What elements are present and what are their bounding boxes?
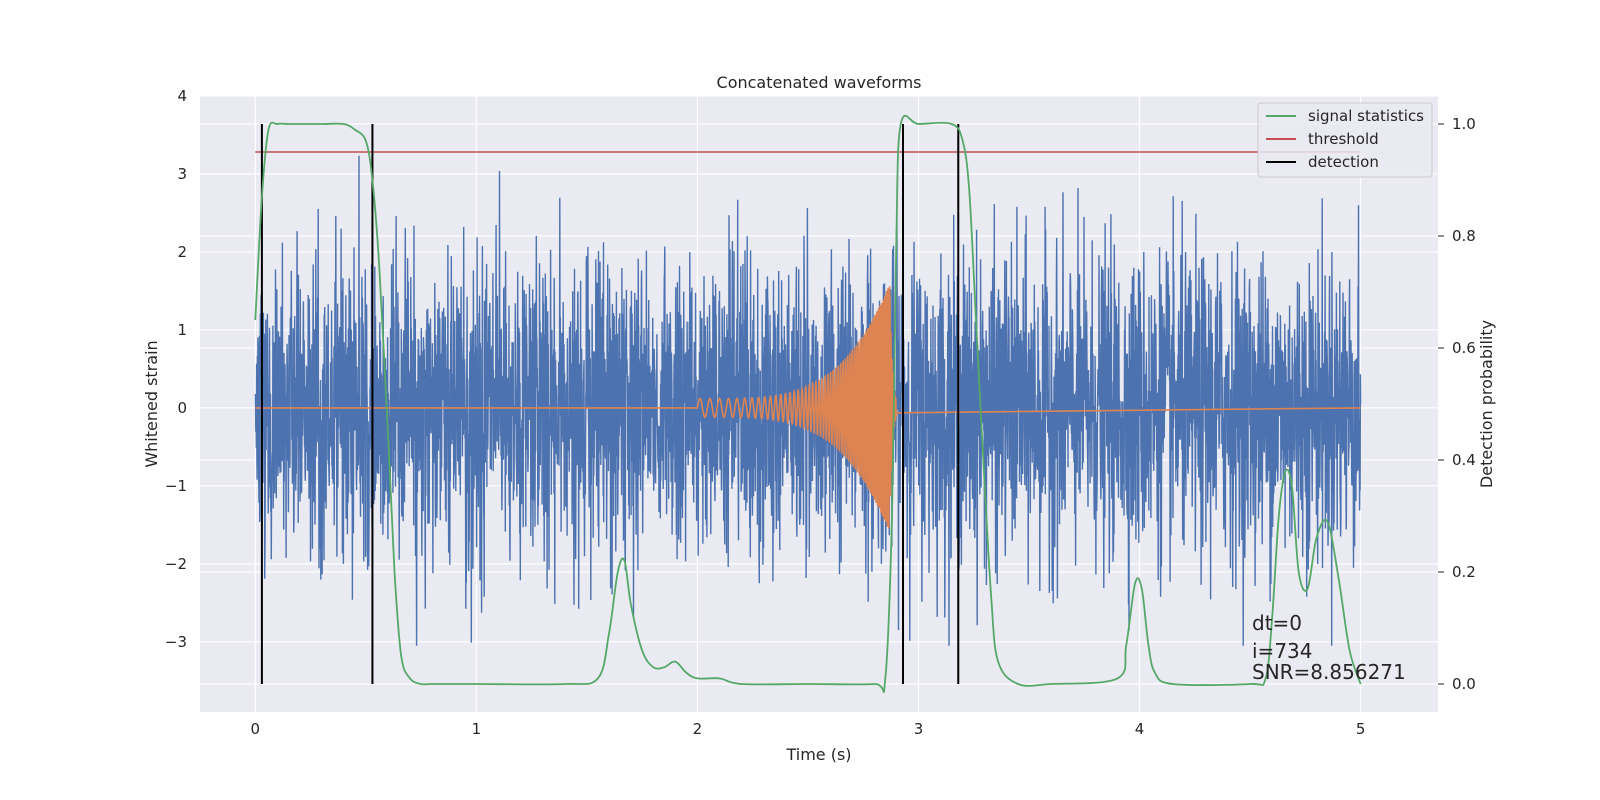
x-tick-label: 2 [693, 720, 703, 738]
x-tick-label: 5 [1356, 720, 1366, 738]
y-tick-label-right: 0.4 [1452, 451, 1476, 469]
legend: signal statistics threshold detection [1257, 102, 1433, 178]
y-tick-label-left: −2 [165, 555, 187, 573]
y-tick-label-left: 4 [177, 87, 187, 105]
chirp-line [255, 286, 1361, 529]
y-axis-label-right: Detection probability [1477, 320, 1496, 488]
y-tick-label-left: 0 [177, 399, 187, 417]
y-tick-label-right: 0.2 [1452, 563, 1476, 581]
legend-label-detection: detection [1308, 153, 1379, 171]
annotation-snr: SNR=8.856271 [1252, 660, 1406, 684]
y-tick-label-left: −1 [165, 477, 187, 495]
legend-label-threshold: threshold [1308, 130, 1379, 148]
annotation-i: i=734 [1252, 639, 1313, 663]
x-axis-label: Time (s) [785, 745, 851, 764]
annotation-dt: dt=0 [1252, 611, 1302, 635]
y-tick-label-right: 0.6 [1452, 339, 1476, 357]
y-tick-label-left: −3 [165, 633, 187, 651]
y-tick-label-right: 1.0 [1452, 115, 1476, 133]
x-tick-label: 3 [914, 720, 924, 738]
y-axis-label-left: Whitened strain [142, 340, 161, 467]
noise-line [254, 155, 1362, 646]
chart-title: Concatenated waveforms [717, 73, 922, 92]
x-tick-label: 4 [1135, 720, 1145, 738]
y-tick-label-right: 0.0 [1452, 675, 1476, 693]
series-chirp [255, 286, 1361, 529]
legend-box [1257, 102, 1433, 178]
overlay-series [254, 114, 1362, 693]
y-tick-label-left: 1 [177, 321, 187, 339]
legend-label-signal-statistics: signal statistics [1308, 107, 1424, 125]
axes-text: 0 1 2 3 4 5 4 3 2 1 0 −1 −2 −3 1.0 0.8 0.6 0.4 0.2 0.0 [165, 87, 1476, 738]
y-tick-label-left: 2 [177, 243, 187, 261]
y-tick-label-right: 0.8 [1452, 227, 1476, 245]
x-tick-label: 0 [250, 720, 260, 738]
x-tick-label: 1 [472, 720, 482, 738]
signal-statistics-line [254, 114, 1362, 693]
y-tick-label-left: 3 [177, 165, 187, 183]
series-noise [254, 155, 1362, 646]
